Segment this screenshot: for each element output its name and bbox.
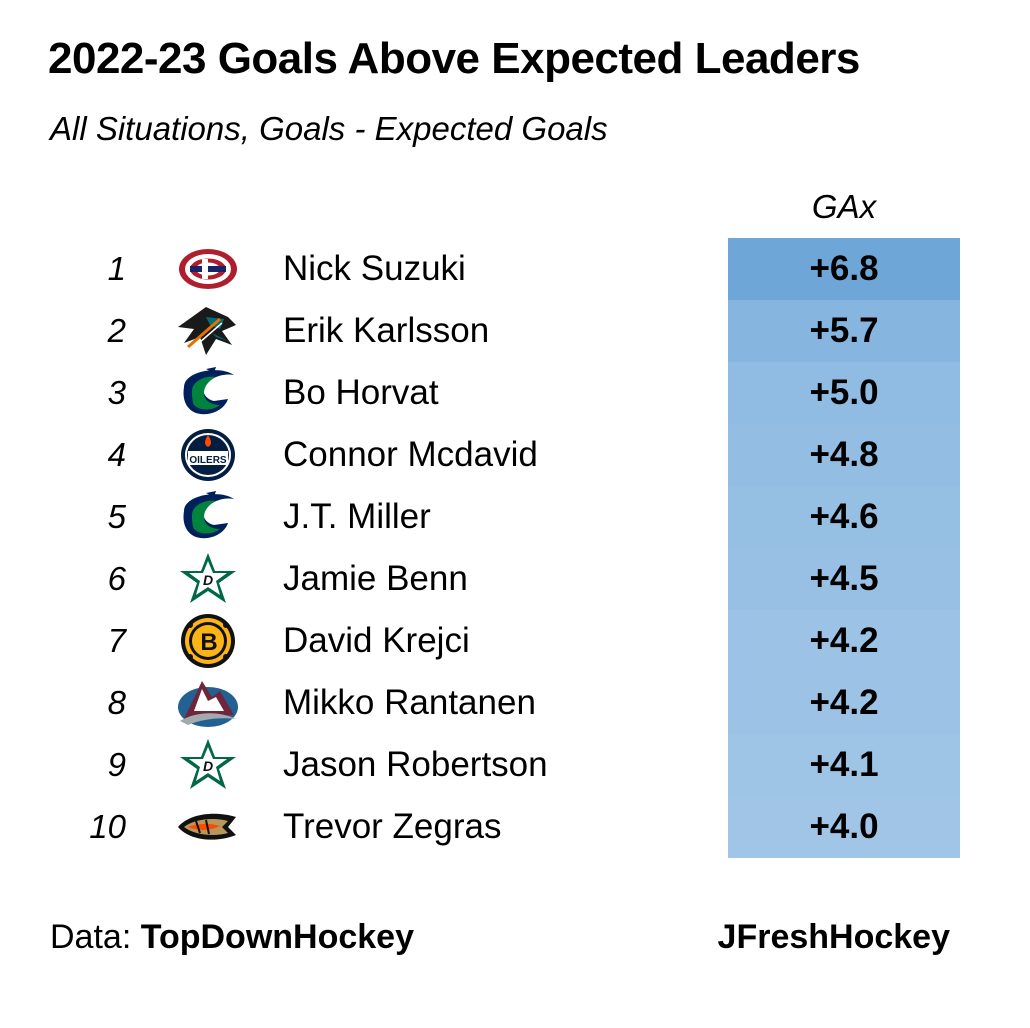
rank-label: 10 xyxy=(89,808,126,845)
player-name: Jamie Benn xyxy=(283,559,468,598)
table-row: 9 D Jason Robertson +4.1 xyxy=(0,734,1030,796)
gax-value-cell: +4.8 xyxy=(728,424,960,486)
data-source-name: TopDownHockey xyxy=(140,918,414,956)
svg-text:D: D xyxy=(203,758,213,774)
author-credit: JFreshHockey xyxy=(717,918,950,956)
gax-value-cell: +4.6 xyxy=(728,486,960,548)
player-name: Trevor Zegras xyxy=(283,807,502,846)
player-name: Mikko Rantanen xyxy=(283,683,536,722)
svg-text:B: B xyxy=(200,629,217,656)
canucks-logo-icon xyxy=(176,489,240,545)
stars-logo-icon: D xyxy=(176,551,240,607)
table-row: 10 Trevor Zegras +4.0 xyxy=(0,796,1030,858)
chart-title: 2022-23 Goals Above Expected Leaders xyxy=(48,34,860,83)
rank-label: 2 xyxy=(107,312,126,349)
rank-label: 3 xyxy=(107,374,126,411)
table-row: 7 B David Krejci +4.2 xyxy=(0,610,1030,672)
rank-label: 7 xyxy=(107,622,126,659)
table-row: 6 D Jamie Benn +4.5 xyxy=(0,548,1030,610)
svg-text:OILERS: OILERS xyxy=(189,455,227,466)
canucks-logo-icon xyxy=(176,365,240,421)
player-name: Nick Suzuki xyxy=(283,249,466,288)
gax-value-cell: +5.7 xyxy=(728,300,960,362)
table-row: 3 Bo Horvat +5.0 xyxy=(0,362,1030,424)
rank-label: 9 xyxy=(107,746,126,783)
player-name: Erik Karlsson xyxy=(283,311,490,350)
stars-logo-icon: D xyxy=(176,737,240,793)
player-name: David Krejci xyxy=(283,621,470,660)
player-name: J.T. Miller xyxy=(283,497,431,536)
gax-value-cell: +4.1 xyxy=(728,734,960,796)
gax-value-cell: +5.0 xyxy=(728,362,960,424)
chart-subtitle: All Situations, Goals - Expected Goals xyxy=(50,110,608,147)
gax-column-header: GAx xyxy=(811,188,877,225)
avalanche-logo-icon xyxy=(176,675,240,731)
rank-label: 4 xyxy=(107,436,126,473)
player-name: Connor Mcdavid xyxy=(283,435,538,474)
player-name: Bo Horvat xyxy=(283,373,439,412)
canadiens-logo-icon xyxy=(176,241,240,297)
gax-value-cell: +4.2 xyxy=(728,672,960,734)
rank-label: 1 xyxy=(107,250,126,287)
gax-value-cell: +4.2 xyxy=(728,610,960,672)
table-row: 1 Nick Suzuki +6.8 xyxy=(0,238,1030,300)
sharks-logo-icon xyxy=(176,303,240,359)
gax-value-cell: +6.8 xyxy=(728,238,960,300)
rank-label: 5 xyxy=(107,498,126,535)
rank-label: 8 xyxy=(107,684,126,721)
table-row: 8 Mikko Rantanen +4.2 xyxy=(0,672,1030,734)
oilers-logo-icon: OILERS xyxy=(176,427,240,483)
gax-value-cell: +4.5 xyxy=(728,548,960,610)
bruins-logo-icon: B xyxy=(176,613,240,669)
svg-text:D: D xyxy=(203,572,213,588)
gax-value-cell: +4.0 xyxy=(728,796,960,858)
rank-label: 6 xyxy=(107,560,126,597)
data-source-credit: Data: TopDownHockey xyxy=(50,918,414,957)
table-row: 5 J.T. Miller +4.6 xyxy=(0,486,1030,548)
data-source-prefix: Data: xyxy=(50,918,141,956)
table-row: 2 Erik Karlsson +5.7 xyxy=(0,300,1030,362)
ducks-logo-icon xyxy=(176,799,240,855)
table-row: 4 OILERS Connor Mcdavid +4.8 xyxy=(0,424,1030,486)
player-name: Jason Robertson xyxy=(283,745,548,784)
